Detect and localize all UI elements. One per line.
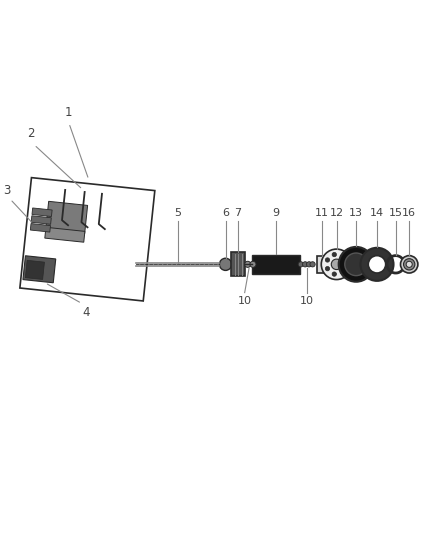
Text: 11: 11 bbox=[315, 208, 329, 218]
Text: 2: 2 bbox=[27, 127, 35, 140]
Circle shape bbox=[245, 261, 251, 268]
Polygon shape bbox=[30, 223, 50, 232]
Circle shape bbox=[303, 262, 308, 267]
Circle shape bbox=[400, 256, 418, 273]
Text: 9: 9 bbox=[272, 208, 279, 218]
Text: 5: 5 bbox=[174, 208, 181, 218]
Circle shape bbox=[344, 262, 349, 266]
Text: 3: 3 bbox=[3, 184, 11, 197]
Polygon shape bbox=[23, 256, 56, 283]
Circle shape bbox=[310, 262, 315, 267]
Circle shape bbox=[321, 249, 352, 279]
Text: 1: 1 bbox=[65, 106, 73, 118]
Circle shape bbox=[307, 262, 312, 267]
Text: 12: 12 bbox=[329, 208, 343, 218]
Circle shape bbox=[360, 248, 393, 281]
Circle shape bbox=[298, 262, 304, 267]
Polygon shape bbox=[45, 227, 85, 242]
Circle shape bbox=[339, 247, 374, 282]
Bar bbox=[231, 252, 245, 276]
Circle shape bbox=[341, 270, 345, 274]
Bar bbox=[318, 256, 327, 272]
Polygon shape bbox=[25, 260, 45, 279]
Text: 10: 10 bbox=[300, 296, 314, 306]
Circle shape bbox=[345, 253, 367, 276]
Polygon shape bbox=[31, 216, 51, 224]
Text: 15: 15 bbox=[389, 208, 403, 218]
Circle shape bbox=[341, 254, 345, 259]
Polygon shape bbox=[32, 208, 52, 216]
Circle shape bbox=[332, 272, 336, 276]
Polygon shape bbox=[46, 201, 88, 233]
Text: 4: 4 bbox=[82, 305, 90, 319]
Text: 13: 13 bbox=[349, 208, 363, 218]
Circle shape bbox=[250, 261, 256, 268]
Circle shape bbox=[325, 258, 330, 262]
Text: 6: 6 bbox=[223, 208, 230, 218]
Circle shape bbox=[403, 259, 415, 270]
Bar bbox=[252, 255, 300, 274]
Text: 14: 14 bbox=[370, 208, 384, 218]
Circle shape bbox=[406, 261, 412, 268]
Circle shape bbox=[325, 266, 330, 271]
Text: 10: 10 bbox=[238, 296, 252, 306]
Circle shape bbox=[368, 256, 386, 273]
Text: 16: 16 bbox=[402, 208, 416, 218]
Circle shape bbox=[332, 253, 336, 257]
Text: 7: 7 bbox=[235, 208, 242, 218]
Circle shape bbox=[331, 259, 342, 270]
Circle shape bbox=[219, 258, 232, 270]
